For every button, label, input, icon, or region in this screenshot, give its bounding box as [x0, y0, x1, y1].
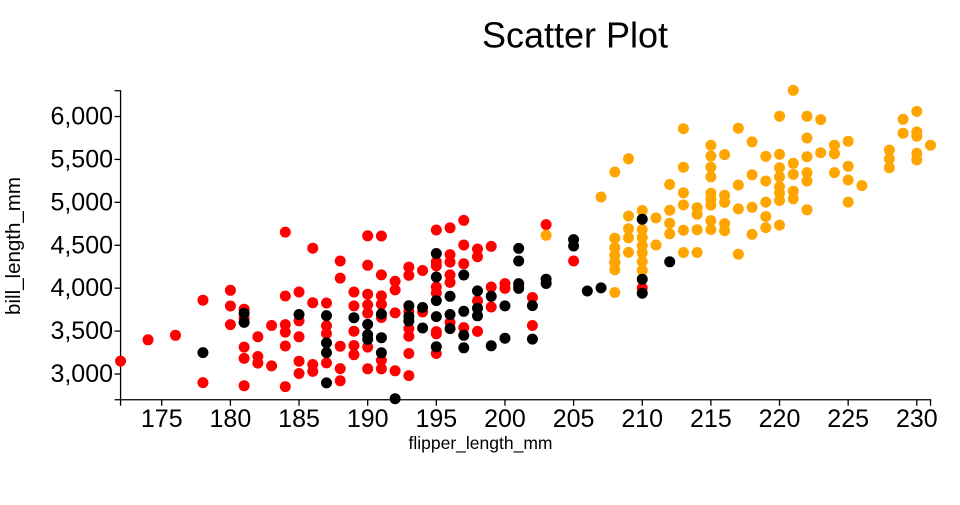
svg-text:225: 225 — [827, 405, 869, 433]
svg-text:3,500: 3,500 — [50, 317, 113, 345]
svg-text:190: 190 — [347, 405, 389, 433]
svg-text:195: 195 — [415, 405, 457, 433]
svg-text:3,000: 3,000 — [50, 360, 113, 388]
svg-text:175: 175 — [141, 405, 183, 433]
svg-text:5,500: 5,500 — [50, 145, 113, 173]
svg-text:5,000: 5,000 — [50, 188, 113, 216]
svg-text:4,000: 4,000 — [50, 274, 113, 302]
svg-text:220: 220 — [759, 405, 801, 433]
svg-text:bill_length_mm: bill_length_mm — [2, 177, 25, 315]
svg-text:210: 210 — [621, 405, 663, 433]
svg-text:200: 200 — [484, 405, 526, 433]
svg-text:flipper_length_mm: flipper_length_mm — [409, 433, 553, 454]
svg-text:Scatter Plot: Scatter Plot — [482, 15, 668, 56]
svg-text:215: 215 — [690, 405, 732, 433]
svg-text:230: 230 — [896, 405, 938, 433]
svg-text:6,000: 6,000 — [50, 103, 113, 131]
svg-text:205: 205 — [553, 405, 595, 433]
svg-text:4,500: 4,500 — [50, 231, 113, 259]
svg-text:180: 180 — [210, 405, 252, 433]
svg-text:185: 185 — [278, 405, 320, 433]
